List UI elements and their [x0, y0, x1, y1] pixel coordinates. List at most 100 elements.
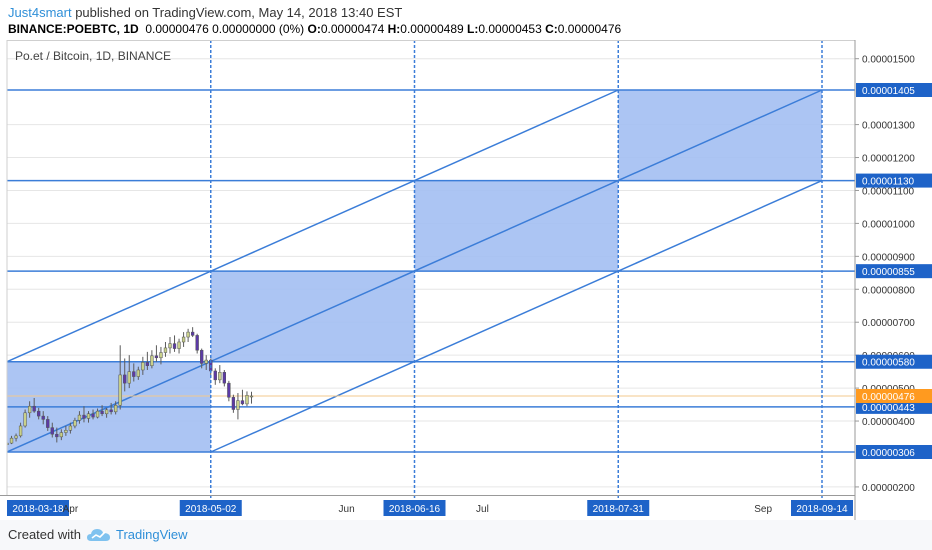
date-tag [791, 500, 853, 516]
candle-body [77, 414, 82, 421]
candle-body [236, 400, 240, 410]
price-level-tag [856, 445, 932, 459]
candle-body [145, 362, 150, 366]
tradingview-cloud-icon[interactable] [86, 526, 112, 544]
candle-body [59, 432, 63, 438]
candle-body [231, 397, 236, 410]
candle-body [204, 359, 208, 364]
price-level-label: 0.00001130 [862, 177, 915, 188]
price-level-tag [856, 354, 932, 369]
candle-body [218, 372, 222, 381]
candle-body [163, 347, 168, 353]
close-label: C: [545, 22, 558, 36]
y-tick-label: 0.00000900 [862, 252, 915, 263]
candle-body [172, 343, 177, 349]
candle-body [213, 370, 217, 381]
x-tick-label: Apr [63, 504, 79, 515]
date-tag [179, 500, 242, 516]
change-value: 0.00000000 (0%) [212, 22, 305, 36]
candle-body [46, 419, 50, 428]
footer-bar: Created with TradingView [0, 520, 932, 550]
chart-title: Po.et / Bitcoin, 1D, BINANCE [15, 49, 171, 63]
candle-body [91, 413, 95, 418]
y-tick-label: 0.00000700 [862, 318, 915, 329]
ohlc-info: BINANCE:POEBTC, 1D 0.00000476 0.00000000… [8, 22, 621, 36]
candle-body [132, 371, 136, 377]
candle-body [23, 412, 27, 427]
author-link[interactable]: Just4smart [8, 5, 72, 20]
candle-body [27, 405, 32, 414]
candle-body [249, 395, 254, 398]
candle-body [154, 355, 159, 359]
candle-body [195, 335, 199, 351]
close-value: 0.00000476 [145, 22, 209, 36]
price-level-label: 0.00000580 [862, 358, 915, 369]
candle-body [14, 435, 18, 439]
last-price-label: 0.00000476 [862, 392, 915, 403]
channel-line [7, 89, 619, 363]
published-text: published on TradingView.com, May 14, 20… [71, 5, 403, 20]
candle-body [118, 374, 122, 406]
y-tick-label: 0.00001000 [862, 219, 915, 230]
candle-body [200, 349, 204, 364]
candle-body [86, 413, 91, 419]
y-tick-label: 0.00000800 [862, 285, 915, 296]
close-value-2: 0.00000476 [557, 22, 622, 36]
channel-line [210, 179, 823, 453]
x-tick-label: Jul [476, 504, 489, 515]
price-level-label: 0.00000443 [862, 403, 915, 414]
candle-body [37, 410, 41, 417]
candle-body [41, 415, 45, 420]
candle-body [181, 336, 186, 343]
candle-body [7, 442, 9, 446]
chart-area[interactable]: Po.et / Bitcoin, 1D, BINANCE 0.00000200 0.… [0, 40, 932, 520]
date-tag-label: 2018-09-14 [796, 504, 848, 515]
candle-body [186, 331, 190, 338]
price-level-tag [856, 399, 932, 414]
publish-info: Just4smart published on TradingView.com,… [8, 5, 402, 20]
candle-body [50, 427, 54, 435]
symbol-text: BINANCE:POEBTC, 1D [8, 22, 139, 36]
date-tag-label: 2018-06-16 [389, 504, 441, 515]
candle-body [55, 433, 59, 438]
y-tick-label: 0.00000400 [862, 417, 915, 428]
price-level-label: 0.00001405 [862, 86, 915, 97]
candle-body [240, 400, 245, 405]
candle-body [114, 404, 118, 413]
chart-header: Just4smart published on TradingView.com,… [0, 0, 932, 40]
date-tag [587, 500, 650, 516]
chart-svg[interactable]: Po.et / Bitcoin, 1D, BINANCE 0.00000200 0.… [0, 40, 932, 520]
high-value: 0.00000489 [400, 22, 464, 36]
plot-layer [7, 58, 855, 488]
y-tick-label: 0.00001500 [862, 55, 915, 66]
date-tag [7, 500, 69, 516]
y-tick-label: 0.00000200 [862, 483, 915, 494]
y-tick-label: 0.00001300 [862, 121, 915, 132]
candle-body [227, 382, 231, 398]
candle-body [9, 437, 14, 444]
candle-body [136, 369, 140, 377]
candle-body [190, 331, 195, 336]
low-label: L: [467, 22, 479, 36]
candle-body [73, 420, 77, 427]
created-with-text: Created with [8, 527, 81, 542]
last-price-tag [856, 389, 932, 404]
candle-body [159, 352, 163, 359]
x-tick-label: Jun [339, 504, 355, 515]
price-level-label: 0.00000306 [862, 448, 915, 459]
date-tag [383, 500, 446, 516]
high-label: H: [387, 22, 401, 36]
candle-body [150, 355, 154, 366]
candle-body [100, 410, 104, 415]
candle-body [141, 362, 145, 371]
price-level-label: 0.00000855 [862, 267, 915, 278]
candle-body [64, 430, 68, 433]
candle-body [95, 410, 100, 418]
price-level-tag [856, 83, 932, 97]
candle-body [222, 372, 226, 384]
open-value: 0.00000474 [320, 22, 385, 36]
candle-body [32, 405, 36, 412]
y-tick-label: 0.00001100 [862, 186, 915, 197]
tradingview-brand-link[interactable]: TradingView [116, 527, 188, 542]
candle-body [177, 341, 181, 349]
